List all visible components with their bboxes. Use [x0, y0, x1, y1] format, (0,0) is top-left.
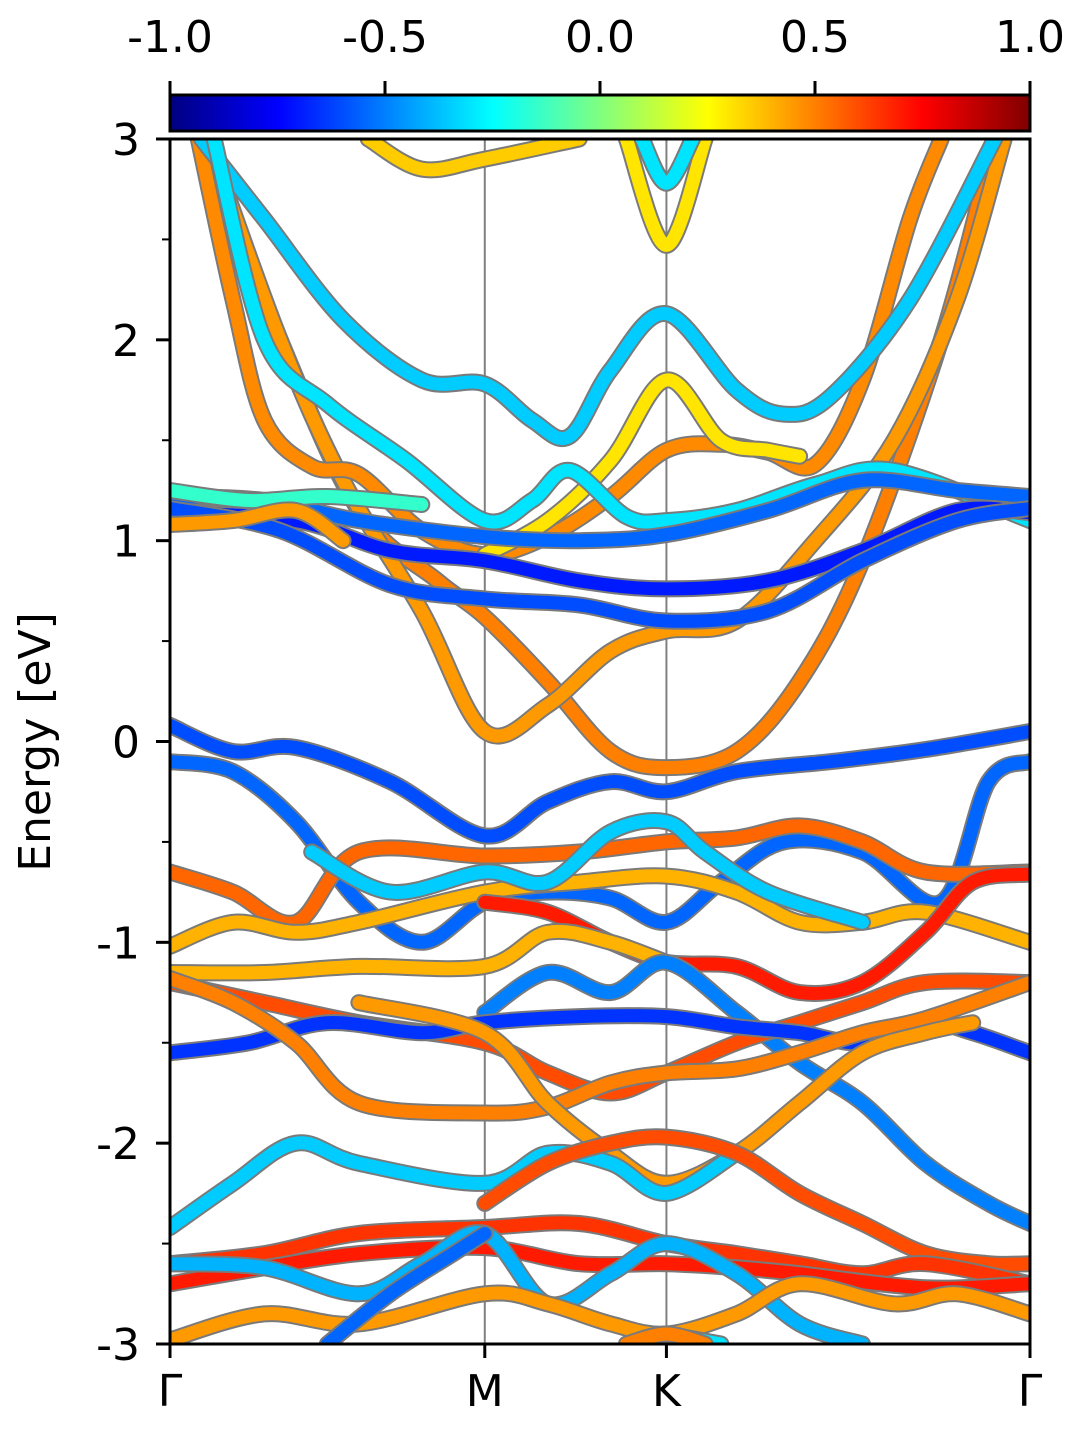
band-5 [193, 139, 1004, 447]
band-line [170, 924, 673, 980]
band-line [170, 755, 1030, 949]
band-line [361, 139, 586, 177]
band-line [170, 718, 1030, 843]
colorbar-tick-label: -1.0 [127, 12, 213, 63]
band-16 [170, 753, 1030, 951]
band-line [170, 503, 350, 548]
x-tick-label: K [652, 1366, 682, 1417]
colorbar-ticks: -1.0 -0.5 0.0 0.5 1.0 [127, 12, 1065, 95]
band-25 [170, 970, 1030, 1122]
band-line [170, 1136, 744, 1234]
colorbar-tick-label: -0.5 [342, 12, 428, 63]
band-13 [617, 139, 714, 254]
y-tick-label: 0 [112, 718, 140, 769]
band-18 [170, 867, 1030, 955]
y-tick-label: 3 [112, 115, 140, 166]
band-28 [476, 1128, 1030, 1273]
band-line [619, 139, 712, 252]
band-27 [170, 1134, 746, 1236]
band-14 [633, 139, 701, 192]
band-2 [199, 139, 1013, 745]
band-line [170, 972, 1030, 1120]
band-line [170, 1277, 1030, 1344]
colorbar-tick-label: 0.5 [780, 12, 850, 63]
y-tick-label: -2 [96, 1119, 140, 1170]
band-line [170, 502, 1030, 628]
plot-area: -3 -2 -1 0 1 2 3 Γ M K Γ Energy [eV] [10, 115, 1043, 1417]
band-15 [170, 716, 1030, 845]
band-line [201, 139, 1011, 743]
band-line [170, 819, 1030, 930]
band-line [195, 139, 1002, 445]
bands [170, 139, 1030, 1344]
band-line [320, 1227, 492, 1344]
band-35 [617, 1325, 714, 1344]
band-line [170, 869, 1030, 953]
band-line [635, 139, 699, 190]
colorbar-gradient [168, 93, 1032, 133]
band-11 [170, 501, 352, 550]
colorbar: -1.0 -0.5 0.0 0.5 1.0 [127, 12, 1065, 133]
band-line [170, 484, 429, 511]
band-line [191, 139, 948, 562]
band-line [619, 1327, 712, 1344]
band-9 [170, 500, 1030, 630]
band-17 [170, 817, 1030, 932]
y-tick-label: -1 [96, 918, 140, 969]
x-tick-label: Γ [1018, 1366, 1043, 1417]
band-12 [359, 139, 588, 179]
band-line [305, 814, 869, 929]
band-21 [170, 922, 675, 982]
y-tick-label: -3 [96, 1320, 140, 1371]
band-34 [318, 1225, 494, 1344]
band-19 [303, 812, 871, 931]
y-tick-label: 2 [112, 316, 140, 367]
y-axis-title: Energy [eV] [10, 612, 61, 872]
band-32 [170, 1275, 1030, 1344]
band-4 [476, 371, 809, 564]
x-tick-label: M [466, 1366, 504, 1417]
y-tick-label: 1 [112, 517, 140, 568]
colorbar-tick-label: 0.0 [565, 12, 635, 63]
band-line [478, 373, 807, 562]
band-10 [170, 482, 431, 513]
colorbar-tick-label: 1.0 [995, 12, 1065, 63]
x-tick-label: Γ [158, 1366, 183, 1417]
y-axis: -3 -2 -1 0 1 2 3 [96, 115, 170, 1371]
band-3 [189, 139, 950, 564]
